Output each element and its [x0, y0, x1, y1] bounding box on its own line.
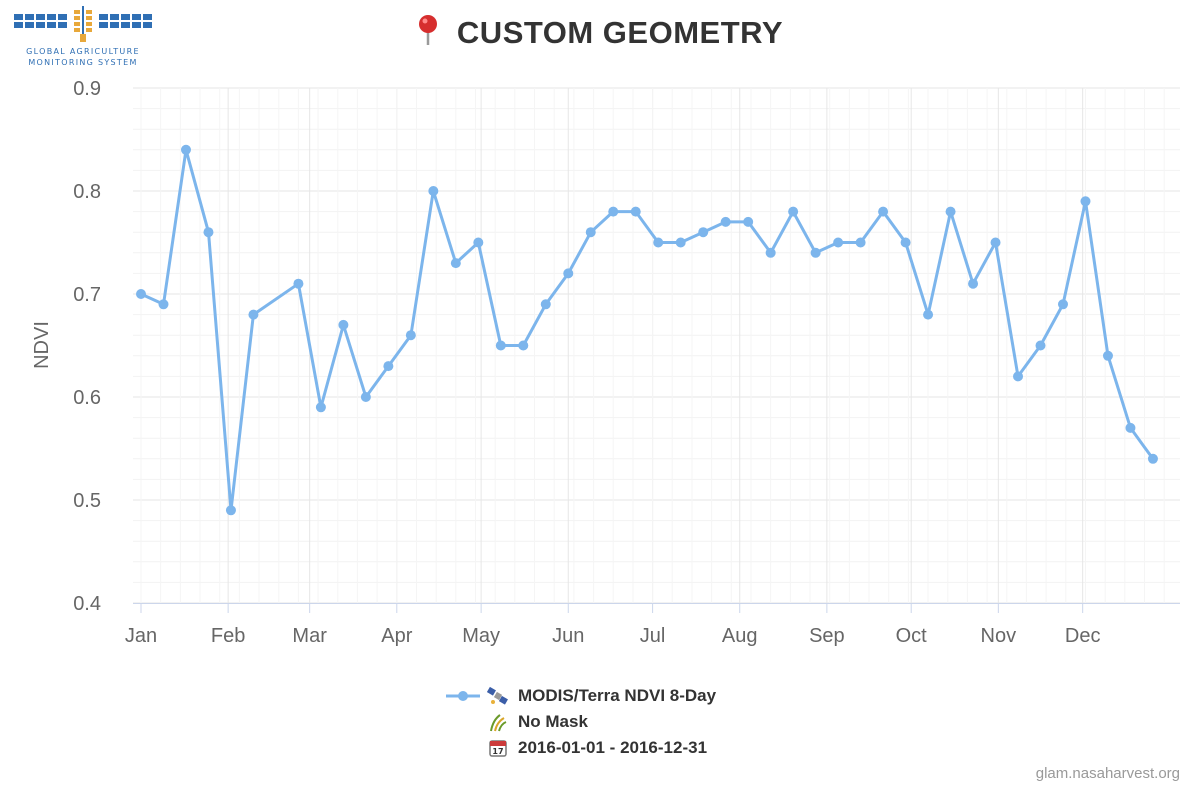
- x-tick-label: Jun: [552, 625, 584, 647]
- y-tick-label: 0.5: [73, 490, 101, 512]
- data-point[interactable]: [180, 144, 191, 155]
- svg-text:17: 17: [492, 747, 503, 756]
- y-tick-label: 0.4: [73, 593, 101, 615]
- data-point[interactable]: [518, 340, 529, 351]
- x-tick-label: Mar: [292, 625, 327, 647]
- svg-text:MONITORING SYSTEM: MONITORING SYSTEM: [28, 58, 137, 67]
- series-line[interactable]: [140, 148, 1155, 512]
- x-tick-label: Jul: [640, 625, 666, 647]
- data-point[interactable]: [248, 309, 259, 320]
- data-point[interactable]: [765, 247, 776, 258]
- data-point[interactable]: [990, 237, 1001, 248]
- legend-mask-label: No Mask: [518, 712, 588, 731]
- data-point[interactable]: [315, 402, 326, 413]
- data-point[interactable]: [1013, 371, 1024, 382]
- data-point[interactable]: [563, 268, 574, 279]
- data-point[interactable]: [653, 237, 664, 248]
- map-pin-icon: [417, 14, 439, 51]
- data-point[interactable]: [945, 206, 956, 217]
- x-tick-label: Oct: [896, 625, 928, 647]
- data-point[interactable]: [855, 237, 866, 248]
- data-point[interactable]: [203, 227, 214, 238]
- legend-line-marker: [446, 691, 480, 701]
- svg-text:GLOBAL AGRICULTURE: GLOBAL AGRICULTURE: [26, 47, 140, 56]
- y-tick-label: 0.8: [73, 181, 101, 203]
- data-point[interactable]: [495, 340, 506, 351]
- data-point[interactable]: [720, 216, 731, 227]
- x-tick-label: Feb: [211, 625, 245, 647]
- x-tick-label: Sep: [809, 625, 845, 647]
- data-point[interactable]: [1102, 350, 1113, 361]
- legend-item-series[interactable]: MODIS/Terra NDVI 8-Day: [444, 683, 864, 709]
- source-credit[interactable]: glam.nasaharvest.org: [1035, 765, 1180, 782]
- data-point[interactable]: [450, 258, 461, 269]
- data-point[interactable]: [338, 319, 349, 330]
- data-point[interactable]: [405, 330, 416, 341]
- legend: MODIS/Terra NDVI 8-Day No Mask 17 2016-0…: [444, 683, 864, 761]
- data-point[interactable]: [833, 237, 844, 248]
- legend-item-date: 17 2016-01-01 - 2016-12-31: [444, 735, 864, 761]
- data-point[interactable]: [743, 216, 754, 227]
- data-point[interactable]: [1035, 340, 1046, 351]
- legend-date-label: 2016-01-01 - 2016-12-31: [518, 738, 708, 757]
- data-point[interactable]: [585, 227, 596, 238]
- data-point[interactable]: [360, 392, 371, 402]
- data-point[interactable]: [878, 206, 889, 217]
- chart-header: CUSTOM GEOMETRY: [0, 14, 1200, 51]
- legend-item-mask: No Mask: [444, 709, 864, 735]
- series-ndvi[interactable]: [136, 144, 1158, 516]
- x-tick-label: May: [462, 625, 500, 647]
- x-tick-label: Dec: [1065, 625, 1101, 647]
- satellite-icon: [486, 686, 510, 706]
- data-point[interactable]: [608, 206, 619, 217]
- x-tick-label: Nov: [981, 625, 1017, 647]
- data-point[interactable]: [540, 299, 551, 310]
- data-point[interactable]: [923, 309, 934, 320]
- data-point[interactable]: [698, 227, 709, 238]
- data-point[interactable]: [1147, 453, 1158, 464]
- data-point[interactable]: [675, 237, 686, 248]
- data-point[interactable]: [968, 278, 979, 289]
- data-point[interactable]: [383, 361, 394, 372]
- axes: 0.4 0.5 0.6 0.7 0.8 0.9 Jan Feb Mar Apr May Jun Jul A…: [73, 78, 1180, 647]
- y-tick-label: 0.9: [73, 78, 101, 100]
- data-point[interactable]: [428, 186, 439, 196]
- data-point[interactable]: [1080, 196, 1091, 207]
- data-point[interactable]: [225, 505, 236, 516]
- data-point[interactable]: [788, 206, 799, 217]
- data-point[interactable]: [1057, 299, 1068, 310]
- data-point[interactable]: [900, 237, 911, 248]
- grid: [133, 87, 1180, 604]
- calendar-icon: 17: [486, 738, 510, 758]
- y-tick-label: 0.6: [73, 387, 101, 409]
- data-point[interactable]: [473, 237, 484, 248]
- chart-title: CUSTOM GEOMETRY: [456, 14, 784, 50]
- ndvi-line-chart: 0.4 0.5 0.6 0.7 0.8 0.9 Jan Feb Mar Apr May Jun Jul A…: [31, 78, 1180, 647]
- logo-graphic: GLOBAL AGRICULTURE MONITORING SYSTEM: [14, 6, 152, 67]
- legend-series-label: MODIS/Terra NDVI 8-Day: [518, 686, 717, 705]
- y-tick-label: 0.7: [73, 284, 101, 306]
- data-point[interactable]: [293, 278, 304, 289]
- x-tick-label: Jan: [125, 625, 157, 647]
- x-tick-label: Apr: [381, 625, 412, 647]
- data-point[interactable]: [136, 289, 146, 299]
- crop-icon: [486, 712, 510, 732]
- glam-logo: GLOBAL AGRICULTURE MONITORING SYSTEM: [14, 6, 154, 68]
- data-point[interactable]: [158, 299, 169, 310]
- data-point[interactable]: [1125, 422, 1136, 433]
- data-point[interactable]: [630, 206, 641, 217]
- x-tick-label: Aug: [722, 625, 758, 647]
- y-axis-label: NDVI: [31, 321, 53, 369]
- data-point[interactable]: [810, 247, 821, 258]
